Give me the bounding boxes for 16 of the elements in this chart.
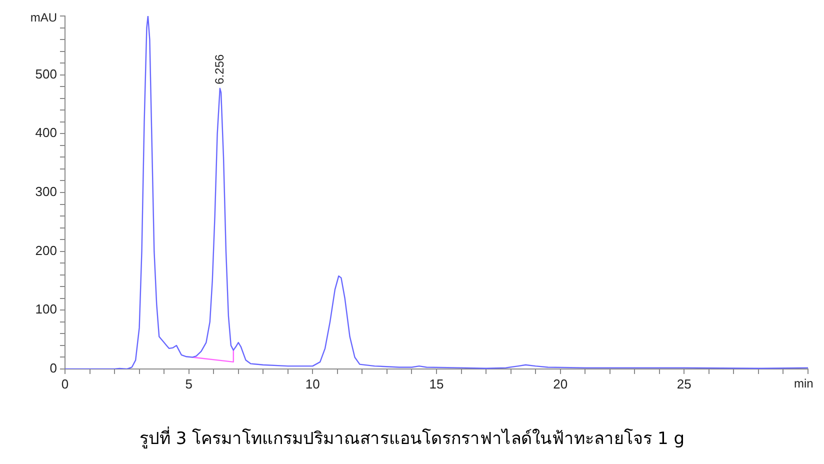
x-tick-label: 10 (305, 376, 320, 392)
x-tick-label: 5 (185, 376, 192, 392)
y-tick-label: 200 (35, 242, 57, 258)
y-axis-title: mAU (30, 10, 57, 24)
x-tick-label: 20 (553, 376, 568, 392)
x-axis-title: min (794, 376, 814, 390)
x-tick-label: 15 (429, 376, 444, 392)
x-tick-label: 25 (676, 376, 692, 392)
y-tick-label: 100 (35, 302, 57, 317)
x-tick-label: 0 (61, 376, 69, 392)
annotation: 6.256 (212, 54, 226, 84)
y-tick-label: 500 (35, 66, 57, 82)
text: รูปที่ 3 โครมาโทแกรมปริมาณสารแอนโดรกราฟาไลด์ในฟ้าทะลายโจร 1 g (138, 426, 686, 451)
y-tick-label: 400 (35, 125, 57, 140)
y-tick-label: 0 (50, 360, 57, 376)
y-tick-label: 300 (35, 184, 57, 200)
